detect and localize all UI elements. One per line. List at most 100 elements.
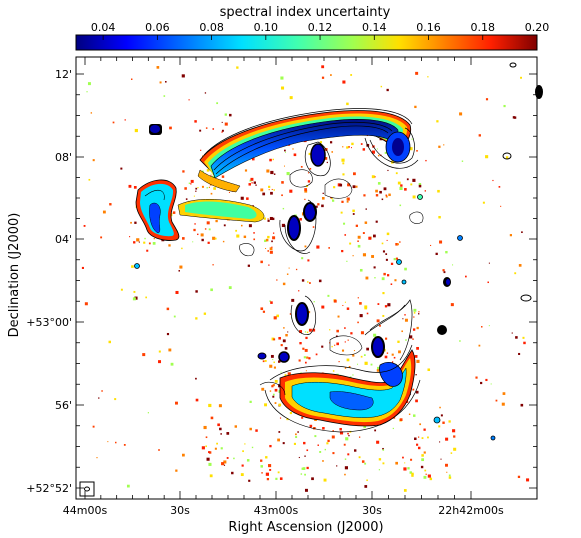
noise-speck [195, 187, 198, 190]
noise-speck [377, 303, 380, 305]
noise-speck [346, 307, 350, 310]
noise-speck [321, 345, 324, 348]
noise-speck [423, 451, 426, 454]
colorbar-tick-label: 0.10 [254, 21, 279, 34]
noise-speck [197, 186, 199, 189]
noise-speck [364, 306, 368, 310]
noise-speck [478, 344, 481, 347]
noise-speck [312, 226, 315, 228]
noise-speck [270, 170, 274, 175]
noise-speck [357, 244, 361, 248]
noise-speck [272, 359, 274, 361]
noise-speck [337, 315, 340, 318]
noise-speck [412, 338, 414, 340]
map-image [81, 62, 543, 492]
noise-speck [284, 151, 286, 153]
noise-speck [341, 349, 345, 352]
noise-speck [268, 264, 270, 266]
noise-speck [311, 477, 314, 481]
noise-speck [488, 325, 490, 327]
noise-speck [205, 436, 208, 439]
noise-speck [409, 471, 412, 474]
noise-speck [330, 196, 332, 199]
noise-speck [438, 425, 441, 428]
noise-speck [373, 234, 376, 238]
noise-speck [184, 187, 187, 190]
noise-speck [156, 66, 160, 69]
beam-box [79, 481, 95, 497]
noise-speck [378, 458, 382, 461]
x-tick-label: 22h42m00s [438, 504, 504, 517]
y-tick-label: 12' [55, 68, 72, 81]
noise-speck [260, 459, 263, 462]
noise-speck [336, 329, 339, 333]
noise-speck [267, 235, 270, 239]
noise-speck [386, 88, 389, 92]
noise-speck [216, 442, 218, 445]
noise-speck [308, 357, 311, 360]
noise-speck [120, 288, 123, 291]
noise-speck [306, 356, 309, 359]
noise-speck [132, 297, 136, 301]
noise-speck [452, 264, 454, 266]
noise-speck [278, 360, 281, 363]
noise-speck [233, 457, 235, 460]
noise-speck [303, 441, 306, 445]
noise-speck [282, 282, 286, 286]
noise-speck [192, 241, 194, 243]
noise-speck [269, 300, 271, 302]
noise-speck [159, 81, 162, 84]
noise-speck [102, 210, 106, 214]
noise-speck [267, 250, 269, 252]
noise-speck [281, 223, 286, 228]
noise-speck [398, 350, 401, 354]
noise-speck [224, 113, 227, 116]
noise-speck [289, 411, 293, 415]
noise-speck [295, 268, 298, 271]
noise-speck [413, 414, 416, 417]
noise-speck [382, 462, 385, 465]
noise-speck [307, 311, 311, 314]
noise-speck [395, 172, 398, 175]
noise-speck [253, 232, 255, 234]
noise-speck [172, 211, 176, 214]
noise-speck [405, 339, 407, 341]
noise-speck [465, 275, 467, 278]
noise-speck [195, 190, 197, 192]
noise-speck [331, 151, 334, 153]
noise-speck [438, 145, 441, 148]
noise-speck [274, 388, 278, 392]
noise-speck [133, 290, 136, 293]
noise-speck [243, 235, 247, 239]
noise-speck [133, 241, 136, 244]
noise-speck [284, 347, 288, 350]
noise-speck [142, 353, 146, 357]
noise-speck [526, 478, 530, 482]
noise-speck [201, 446, 205, 450]
noise-speck [249, 400, 252, 403]
noise-speck [409, 335, 413, 339]
noise-speck [485, 378, 488, 382]
noise-speck [300, 165, 303, 168]
noise-speck [300, 473, 303, 475]
noise-speck [109, 203, 112, 206]
noise-speck [178, 270, 181, 272]
noise-speck [378, 469, 380, 471]
noise-speck [205, 445, 207, 448]
noise-speck [282, 207, 285, 210]
noise-speck [228, 286, 232, 290]
noise-speck [352, 209, 355, 213]
noise-speck [260, 188, 264, 192]
noise-speck [182, 237, 185, 240]
noise-speck [194, 223, 196, 225]
noise-speck [268, 189, 270, 191]
noise-speck [298, 359, 301, 362]
noise-speck [302, 347, 305, 350]
noise-speck [418, 313, 420, 315]
noise-speck [247, 264, 250, 267]
noise-speck [272, 232, 275, 234]
noise-speck [305, 336, 308, 340]
noise-speck [289, 313, 292, 315]
noise-speck [218, 404, 222, 408]
noise-speck [459, 112, 463, 116]
